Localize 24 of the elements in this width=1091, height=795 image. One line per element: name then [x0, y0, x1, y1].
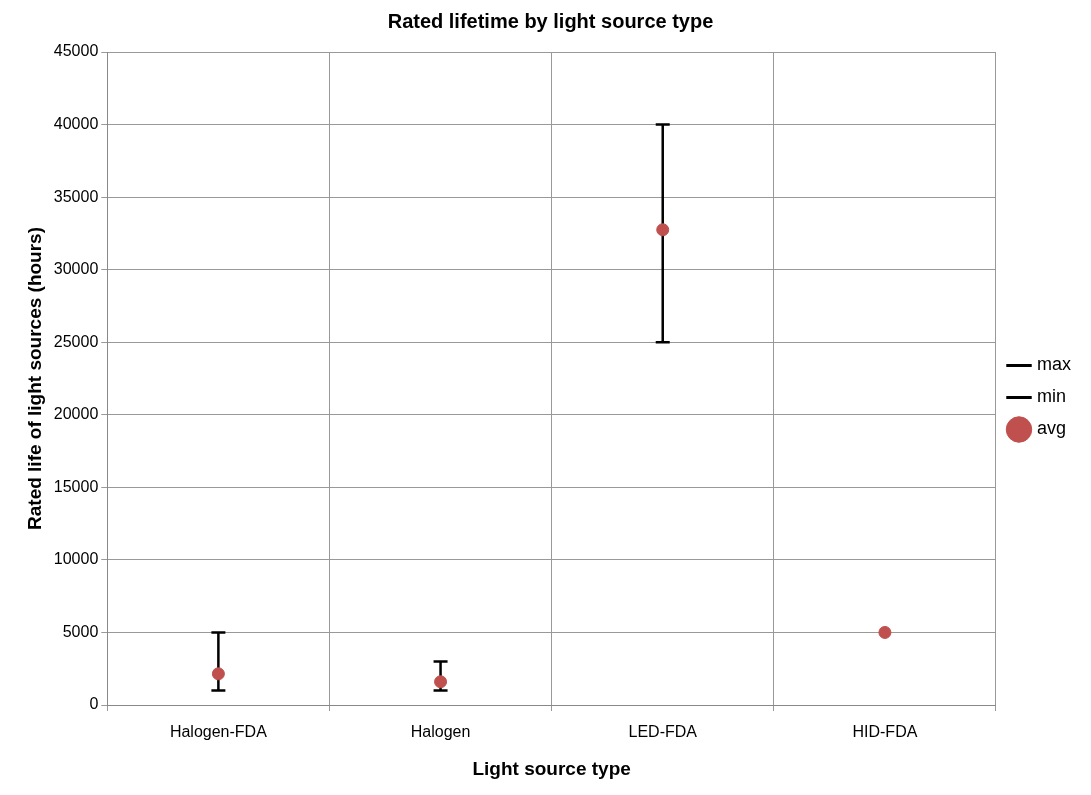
y-tick-label: 45000: [53, 42, 99, 60]
point: [878, 625, 892, 639]
y-tick-label: 15000: [53, 477, 99, 495]
y-tick-label: 0: [89, 695, 99, 713]
legend-label: max: [1037, 354, 1072, 375]
point: [434, 675, 448, 689]
y-tick-label: 10000: [53, 550, 99, 568]
y-tick-label: 40000: [53, 114, 99, 132]
y-tick-label: 25000: [53, 332, 99, 350]
point: [211, 667, 225, 681]
legend-label: avg: [1037, 418, 1067, 439]
y-tick-label: 20000: [53, 405, 99, 423]
y-tick-label: 5000: [62, 622, 99, 640]
chart-title: Rated lifetime by light source type: [387, 9, 714, 32]
legend-label: min: [1037, 386, 1067, 407]
x-tick-label: HID-FDA: [852, 723, 918, 741]
y-axis-title: Rated life of light sources (hours): [23, 227, 45, 530]
x-tick-label: LED-FDA: [628, 723, 698, 741]
x-tick-label: Halogen: [410, 723, 471, 741]
x-axis-title: Light source type: [472, 757, 631, 779]
x-tick-label: Halogen-FDA: [169, 723, 268, 741]
point: [656, 223, 670, 237]
y-tick-label: 30000: [53, 260, 99, 278]
y-tick-label: 35000: [53, 187, 99, 205]
